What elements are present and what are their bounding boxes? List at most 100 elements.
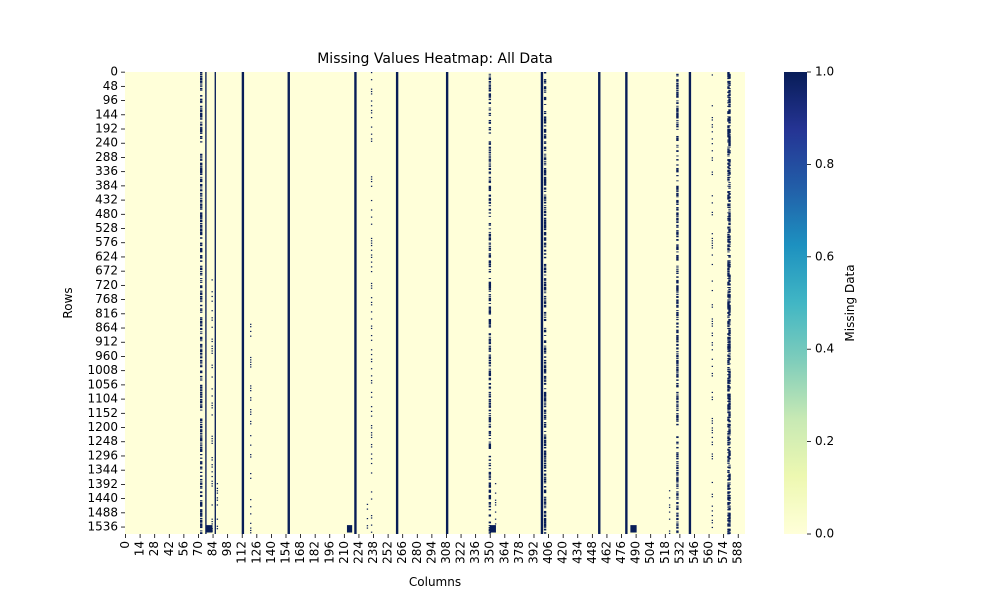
missing-segment — [200, 196, 203, 198]
missing-segment — [543, 128, 547, 131]
missing-segment — [728, 183, 731, 185]
missing-segment — [366, 527, 369, 529]
missing-segment — [711, 240, 714, 242]
missing-segment — [727, 269, 730, 271]
missing-segment — [676, 343, 679, 346]
missing-segment — [488, 400, 492, 402]
missing-segment — [200, 219, 203, 222]
missing-segment — [250, 361, 252, 363]
missing-column — [599, 72, 601, 534]
missing-segment — [488, 187, 492, 190]
missing-segment — [488, 212, 492, 214]
missing-segment — [200, 423, 203, 426]
missing-segment — [728, 450, 731, 453]
missing-segment — [543, 271, 547, 273]
missing-segment — [728, 139, 731, 142]
missing-segment — [728, 441, 731, 443]
missing-segment — [200, 446, 203, 449]
missing-segment — [543, 438, 547, 440]
x-tick-label: 252 — [381, 541, 395, 564]
y-tick-label: 1248 — [87, 434, 118, 448]
missing-segment — [200, 205, 203, 207]
missing-segment — [728, 311, 731, 313]
missing-segment — [543, 365, 547, 367]
missing-segment — [543, 82, 547, 84]
missing-column — [541, 72, 544, 534]
missing-segment — [676, 112, 679, 115]
missing-segment — [200, 304, 203, 307]
missing-segment — [676, 247, 679, 250]
missing-segment — [370, 178, 373, 180]
missing-segment — [543, 455, 547, 458]
missing-segment — [711, 422, 714, 424]
missing-segment — [543, 205, 547, 207]
missing-segment — [370, 240, 373, 242]
y-tick-label: 1104 — [87, 392, 118, 406]
missing-segment — [728, 199, 731, 203]
missing-segment — [728, 182, 731, 184]
missing-segment — [370, 380, 373, 382]
missing-segment — [728, 514, 731, 517]
missing-segment — [728, 473, 731, 476]
missing-segment — [727, 153, 730, 155]
missing-segment — [543, 379, 547, 381]
missing-segment — [676, 404, 679, 406]
missing-segment — [728, 146, 731, 148]
missing-segment — [488, 178, 492, 180]
missing-segment — [250, 529, 252, 532]
missing-segment — [200, 521, 203, 523]
missing-segment — [543, 285, 547, 287]
colorbar-tick-label: 0.0 — [815, 527, 834, 541]
missing-segment — [216, 490, 219, 492]
missing-segment — [370, 358, 373, 360]
missing-segment — [370, 112, 373, 114]
missing-segment — [200, 434, 203, 436]
missing-segment — [200, 331, 203, 333]
missing-segment — [250, 444, 252, 446]
missing-segment — [727, 191, 730, 194]
missing-column — [205, 72, 207, 534]
missing-segment — [370, 242, 373, 244]
missing-segment — [727, 127, 730, 129]
missing-segment — [488, 361, 492, 364]
missing-segment — [543, 425, 547, 428]
missing-segment — [711, 522, 714, 524]
missing-segment — [543, 274, 547, 276]
missing-segment — [370, 133, 373, 135]
missing-segment — [728, 256, 731, 258]
missing-segment — [250, 411, 252, 413]
missing-segment — [543, 372, 547, 374]
missing-segment — [728, 82, 731, 85]
missing-segment — [728, 416, 731, 418]
missing-segment — [488, 398, 492, 401]
missing-segment — [727, 194, 730, 197]
missing-column — [446, 72, 449, 534]
missing-segment — [668, 532, 671, 534]
missing-segment — [211, 523, 213, 525]
missing-segment — [200, 130, 203, 133]
missing-segment — [728, 262, 731, 264]
missing-segment — [370, 327, 373, 330]
missing-segment — [200, 484, 203, 486]
missing-segment — [488, 308, 492, 310]
missing-segment — [488, 150, 492, 152]
missing-segment — [211, 520, 213, 523]
missing-segment — [676, 317, 679, 319]
missing-segment — [211, 295, 213, 298]
missing-segment — [728, 464, 731, 466]
missing-segment — [200, 356, 203, 359]
missing-segment — [488, 159, 492, 161]
missing-segment — [676, 235, 679, 238]
missing-segment — [488, 180, 492, 183]
missing-segment — [200, 457, 203, 459]
missing-segment — [366, 525, 369, 527]
missing-segment — [488, 345, 492, 347]
missing-segment — [543, 303, 547, 304]
missing-segment — [543, 125, 547, 127]
missing-segment — [728, 103, 731, 106]
missing-segment — [676, 322, 679, 325]
missing-segment — [543, 194, 547, 196]
missing-segment — [543, 219, 547, 222]
missing-segment — [711, 117, 714, 119]
missing-segment — [543, 446, 547, 449]
